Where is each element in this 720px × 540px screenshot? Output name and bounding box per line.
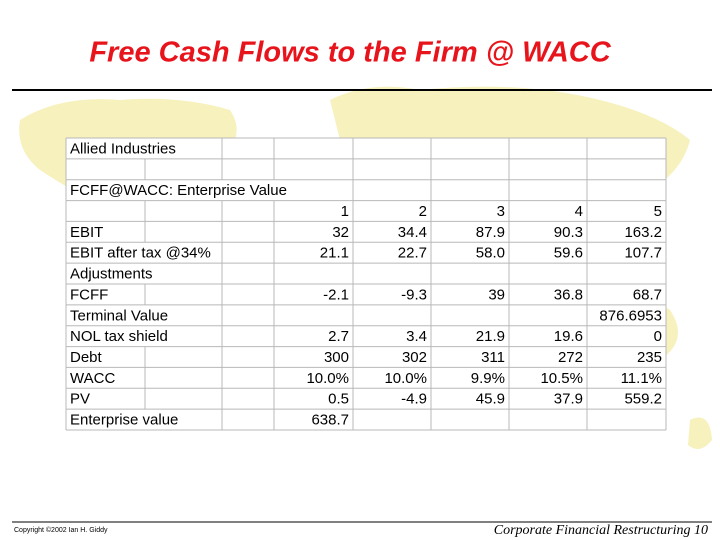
cell-value: 559.2 xyxy=(624,391,662,408)
row-label: Allied Industries xyxy=(70,140,176,157)
cell-value: 1 xyxy=(341,203,349,220)
cell-value: 2 xyxy=(419,203,427,220)
cell-value: 235 xyxy=(637,349,662,366)
cell-value: 5 xyxy=(654,203,662,220)
cell-value: 2.7 xyxy=(328,328,349,345)
cell-value: 11.1% xyxy=(621,370,662,387)
row-label: Enterprise value xyxy=(70,412,178,429)
table: Allied Industries FCFF@WACC: Enterprise V… xyxy=(65,137,667,431)
cell-value: 311 xyxy=(481,349,505,366)
cell-value: 87.9 xyxy=(476,224,505,241)
row-label: EBIT after tax @34% xyxy=(70,245,211,262)
cell-value: -2.1 xyxy=(323,286,349,303)
cell-value: 302 xyxy=(402,349,427,366)
cell-value: 163.2 xyxy=(624,224,662,241)
row-label: PV xyxy=(70,391,90,408)
cell-value: 4 xyxy=(575,203,583,220)
row-label: NOL tax shield xyxy=(70,328,168,345)
cell-value: 876.6953 xyxy=(599,307,662,324)
cell-value: 272 xyxy=(558,349,583,366)
cell-value: 68.7 xyxy=(633,286,662,303)
cell-value: 9.9% xyxy=(471,370,505,387)
row-label: Terminal Value xyxy=(70,307,168,324)
row-label: FCFF@WACC: Enterprise Value xyxy=(70,182,287,199)
cell-value: 300 xyxy=(324,349,349,366)
cell-value: 19.6 xyxy=(554,328,583,345)
cell-value: 10.5% xyxy=(540,370,583,387)
cell-value: 0 xyxy=(654,328,662,345)
cell-value: 22.7 xyxy=(398,245,427,262)
cell-value: 45.9 xyxy=(476,391,505,408)
cell-value: 10.0% xyxy=(306,370,349,387)
course-footer: Corporate Financial Restructuring 10 xyxy=(494,523,708,538)
cell-value: 34.4 xyxy=(398,224,427,241)
cell-value: 21.9 xyxy=(476,328,505,345)
cell-value: 10.0% xyxy=(384,370,427,387)
row-label: Debt xyxy=(70,349,103,366)
cell-value: 32 xyxy=(332,224,349,241)
cell-value: 3 xyxy=(497,203,505,220)
row-label: EBIT xyxy=(70,224,103,241)
cell-value: 59.6 xyxy=(554,245,583,262)
cell-value: -9.3 xyxy=(401,286,427,303)
row-label: Adjustments xyxy=(70,266,153,283)
cell-value: 107.7 xyxy=(624,245,662,262)
cell-value: 39 xyxy=(488,286,505,303)
cell-value: 90.3 xyxy=(554,224,583,241)
cell-value: 37.9 xyxy=(554,391,583,408)
cell-value: 58.0 xyxy=(476,245,505,262)
cell-value: 21.1 xyxy=(320,245,349,262)
cell-value: 638.7 xyxy=(311,412,349,429)
cell-value: 36.8 xyxy=(554,286,583,303)
cell-value: -4.9 xyxy=(401,391,427,408)
cell-value: 0.5 xyxy=(328,391,349,408)
row-label: FCFF xyxy=(70,286,108,303)
copyright: Copyright ©2002 Ian H. Giddy xyxy=(14,526,108,534)
row-label: WACC xyxy=(70,370,115,387)
cell-value: 3.4 xyxy=(406,328,427,345)
slide-title: Free Cash Flows to the Firm @ WACC xyxy=(89,37,611,69)
